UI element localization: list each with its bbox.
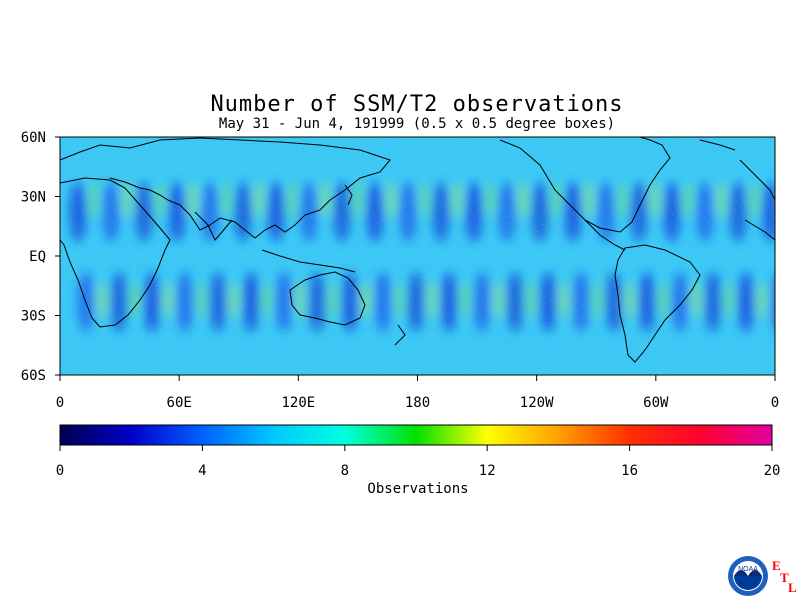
x-tick-label: 180 bbox=[405, 395, 430, 411]
coast-africa bbox=[60, 177, 171, 328]
logo-letter-e: E bbox=[772, 558, 781, 573]
x-tick-label: 120E bbox=[281, 395, 315, 411]
coast-japan bbox=[344, 184, 353, 206]
x-tick-label: 120W bbox=[520, 395, 554, 411]
map-field bbox=[60, 137, 800, 375]
coast-eurasia bbox=[60, 137, 391, 239]
coast-africa-west bbox=[744, 219, 775, 241]
swath-highlight bbox=[790, 282, 800, 318]
colorbar-tick-label: 0 bbox=[56, 463, 64, 479]
y-tick-label: 30S bbox=[21, 309, 46, 325]
colorbar-tick-label: 8 bbox=[341, 463, 349, 479]
logo: NOAA E T L bbox=[728, 556, 797, 596]
coast-north-america bbox=[499, 137, 671, 233]
swath-highlight bbox=[782, 182, 792, 218]
x-tick-label: 0 bbox=[771, 395, 779, 411]
colorbar: 0 4 8 12 16 20 bbox=[56, 424, 781, 479]
y-tick-label: 30N bbox=[21, 190, 46, 206]
colorbar-bar bbox=[59, 424, 773, 446]
coast-indonesia bbox=[261, 249, 356, 273]
x-axis: 0 60E 120E 180 120W 60W 0 bbox=[56, 375, 779, 411]
colorbar-tick-label: 12 bbox=[479, 463, 496, 479]
y-tick-label: EQ bbox=[29, 249, 46, 265]
x-tick-label: 0 bbox=[56, 395, 64, 411]
colorbar-tick-label: 20 bbox=[764, 463, 781, 479]
coast-india bbox=[194, 211, 233, 241]
colorbar-tick-label: 16 bbox=[621, 463, 638, 479]
coast-newzealand bbox=[394, 324, 406, 346]
y-axis: 60N 30N EQ 30S 60S bbox=[21, 130, 60, 384]
coast-central-america bbox=[584, 219, 626, 251]
colorbar-tick-label: 4 bbox=[198, 463, 206, 479]
y-tick-label: 60S bbox=[21, 368, 46, 384]
logo-letter-t: T bbox=[780, 570, 789, 585]
coast-europe-west bbox=[739, 159, 775, 201]
chart-title: Number of SSM/T2 observations bbox=[210, 92, 624, 117]
coastlines bbox=[60, 137, 775, 363]
coast-south-america bbox=[614, 244, 701, 363]
logo-agency-text: NOAA bbox=[738, 566, 758, 573]
x-tick-label: 60E bbox=[167, 395, 192, 411]
logo-letter-l: L bbox=[788, 580, 797, 595]
colorbar-axis: 0 4 8 12 16 20 bbox=[56, 445, 781, 479]
x-tick-label: 60W bbox=[643, 395, 669, 411]
colorbar-label: Observations bbox=[367, 481, 469, 497]
coast-australia bbox=[289, 271, 366, 326]
noise-layer-2 bbox=[60, 137, 775, 375]
y-tick-label: 60N bbox=[21, 130, 46, 146]
coast-greenland bbox=[699, 139, 736, 151]
chart-subtitle: May 31 - Jun 4, 191999 (0.5 x 0.5 degree… bbox=[218, 116, 616, 132]
